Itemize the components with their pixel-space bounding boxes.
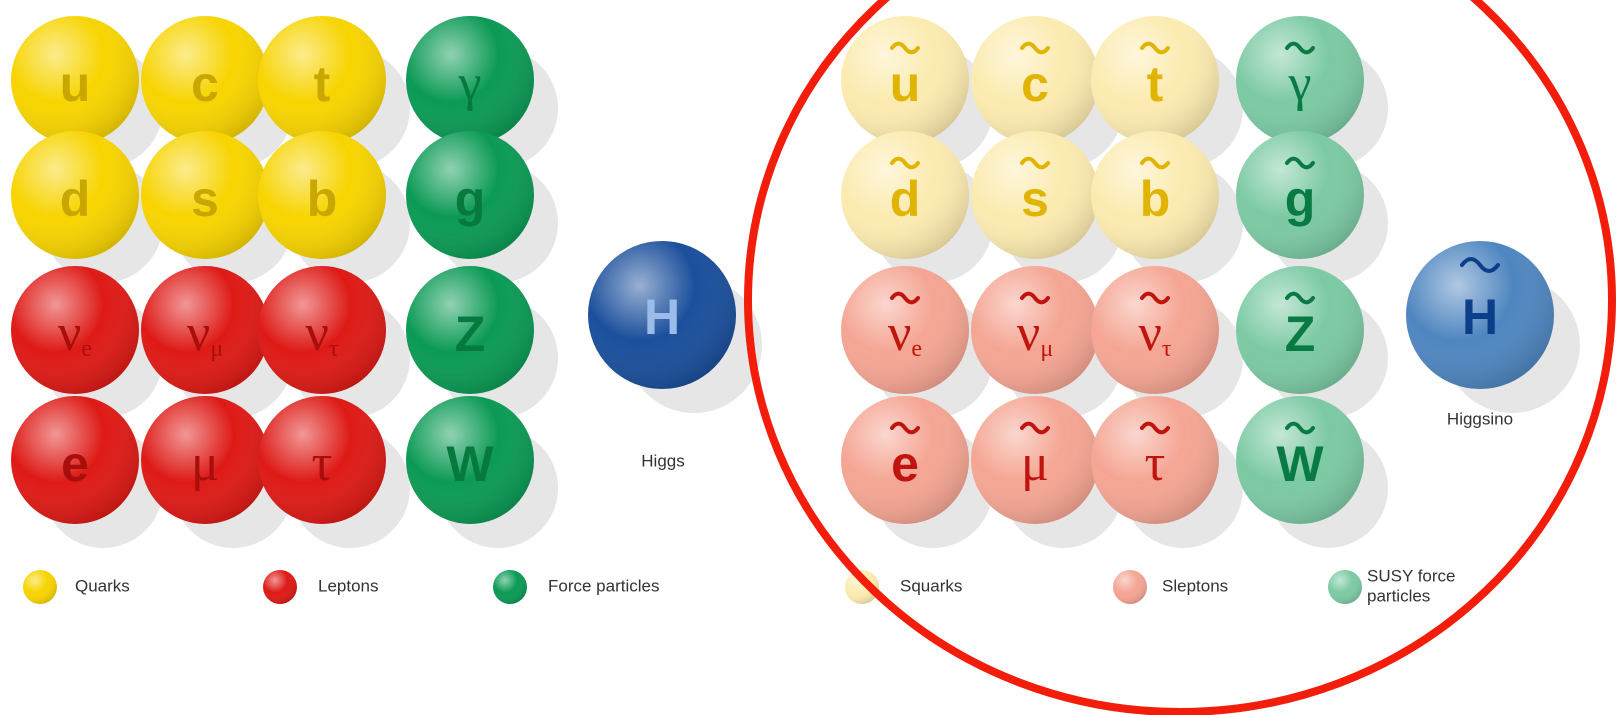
particle-symbol: b bbox=[1140, 171, 1171, 227]
symbol: g bbox=[1285, 171, 1316, 227]
symbol: u bbox=[890, 56, 921, 112]
symbol: t bbox=[1147, 56, 1164, 112]
symbol: ν bbox=[1017, 305, 1041, 362]
particle-symbol: g bbox=[455, 171, 486, 227]
particle-symbol: s bbox=[1021, 171, 1049, 227]
subscript: μ bbox=[210, 336, 223, 362]
legend-label: SUSY force bbox=[1367, 566, 1456, 585]
particle-symbol: e bbox=[61, 436, 89, 492]
subscript: e bbox=[81, 336, 92, 362]
particle-symbol: μ bbox=[191, 435, 219, 492]
legend-label: Sleptons bbox=[1162, 576, 1228, 595]
symbol: d bbox=[890, 171, 921, 227]
particle-symbol: g bbox=[1285, 171, 1316, 227]
symbol: c bbox=[191, 56, 219, 112]
particle-symbol: u bbox=[890, 56, 921, 112]
particle-diagram: uctγdsbgνeνμντZeμτWHHiggsQuarksLeptonsFo… bbox=[0, 0, 1618, 715]
symbol: s bbox=[191, 171, 219, 227]
shine bbox=[23, 570, 57, 604]
particle-label: Higgs bbox=[641, 451, 684, 470]
legend-label: Force particles bbox=[548, 576, 659, 595]
particle-symbol: u bbox=[60, 56, 91, 112]
particle-symbol: Z bbox=[1285, 306, 1316, 362]
symbol: W bbox=[1276, 436, 1324, 492]
symbol: τ bbox=[312, 435, 333, 492]
symbol: s bbox=[1021, 171, 1049, 227]
particle-symbol: s bbox=[191, 171, 219, 227]
particle-symbol: d bbox=[60, 171, 91, 227]
symbol: μ bbox=[191, 435, 219, 492]
symbol: H bbox=[1462, 289, 1498, 345]
symbol: ν bbox=[187, 305, 211, 362]
shine bbox=[1328, 570, 1362, 604]
legend-label: particles bbox=[1367, 586, 1430, 605]
symbol: Z bbox=[455, 306, 486, 362]
shine bbox=[263, 570, 297, 604]
shine bbox=[493, 570, 527, 604]
particle-symbol: t bbox=[314, 56, 331, 112]
legend-label: Squarks bbox=[900, 576, 962, 595]
subscript: τ bbox=[1162, 336, 1172, 362]
particle-symbol: τ bbox=[1145, 435, 1166, 492]
symbol: g bbox=[455, 171, 486, 227]
subscript: e bbox=[911, 336, 922, 362]
symbol: d bbox=[60, 171, 91, 227]
particle-symbol: H bbox=[1462, 289, 1498, 345]
particle-symbol: μ bbox=[1021, 435, 1049, 492]
particle-symbol: t bbox=[1147, 56, 1164, 112]
symbol: γ bbox=[458, 55, 482, 112]
particle-symbol: b bbox=[307, 171, 338, 227]
legend-label: Quarks bbox=[75, 576, 130, 595]
particle-symbol: W bbox=[1276, 436, 1324, 492]
symbol: e bbox=[61, 436, 89, 492]
symbol: ν bbox=[1138, 305, 1162, 362]
symbol: Z bbox=[1285, 306, 1316, 362]
particle-symbol: H bbox=[644, 289, 680, 345]
symbol: ν bbox=[305, 305, 329, 362]
symbol: γ bbox=[1288, 55, 1312, 112]
particle-symbol: γ bbox=[458, 55, 482, 112]
symbol: t bbox=[314, 56, 331, 112]
particle-symbol: e bbox=[891, 436, 919, 492]
particle-symbol: Z bbox=[455, 306, 486, 362]
particle-symbol: c bbox=[191, 56, 219, 112]
symbol: μ bbox=[1021, 435, 1049, 492]
symbol: ν bbox=[888, 305, 912, 362]
particle-symbol: d bbox=[890, 171, 921, 227]
symbol: c bbox=[1021, 56, 1049, 112]
symbol: b bbox=[1140, 171, 1171, 227]
shine bbox=[1113, 570, 1147, 604]
symbol: u bbox=[60, 56, 91, 112]
particle-symbol: W bbox=[446, 436, 494, 492]
subscript: μ bbox=[1040, 336, 1053, 362]
particle-symbol: γ bbox=[1288, 55, 1312, 112]
subscript: τ bbox=[329, 336, 339, 362]
symbol: b bbox=[307, 171, 338, 227]
particle-symbol: c bbox=[1021, 56, 1049, 112]
symbol: ν bbox=[58, 305, 82, 362]
symbol: W bbox=[446, 436, 494, 492]
symbol: τ bbox=[1145, 435, 1166, 492]
particle-label: Higgsino bbox=[1447, 409, 1513, 428]
particle-symbol: τ bbox=[312, 435, 333, 492]
symbol: e bbox=[891, 436, 919, 492]
legend-label: Leptons bbox=[318, 576, 379, 595]
symbol: H bbox=[644, 289, 680, 345]
